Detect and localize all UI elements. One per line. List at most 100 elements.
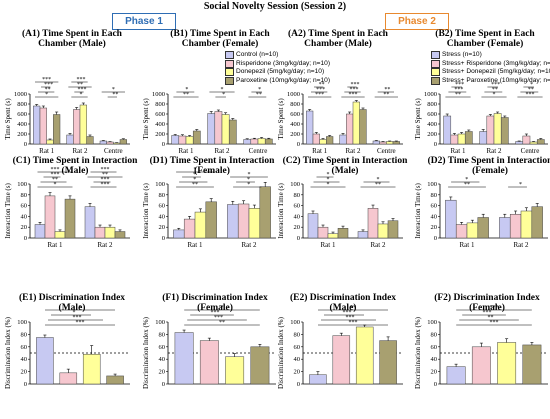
y-tick-label: 800 (290, 101, 300, 108)
legend-phase2-entry: Stress+ Paroxetine (10mg/kg/day; n=10) (431, 77, 550, 86)
y-axis-label: Discrimination Index (%) (142, 316, 150, 389)
bar (178, 135, 187, 145)
bar (33, 105, 41, 145)
y-tick-label: 20 (21, 369, 28, 376)
bar (34, 224, 46, 239)
phase1-label: Phase 1 (112, 13, 176, 30)
legend-phase1-entry: Donepezil (5mg/kg/day; n=10) (225, 68, 330, 77)
bar (471, 346, 491, 385)
y-tick-label: 100 (427, 319, 437, 326)
y-tick-label: 80 (294, 331, 301, 338)
significance-label: * (221, 87, 224, 93)
bar (171, 135, 180, 145)
significance-label: ** (192, 182, 198, 188)
chart-title-B2: (B2) Time Spent in Each (435, 28, 535, 39)
y-tick-label: 0 (297, 235, 300, 242)
y-axis-label: Interaction Time (s) (414, 183, 422, 239)
bar (194, 211, 207, 239)
chart-title-A1: (A1) Time Spent in Each (22, 28, 123, 39)
bar (119, 139, 127, 145)
bar (499, 217, 511, 239)
significance-label: *** (349, 320, 358, 326)
y-axis-label: Discrimination Index (%) (277, 316, 285, 389)
legend-swatch (431, 51, 440, 60)
category-label: Rat 1 (179, 147, 194, 155)
category-label: Rat 1 (460, 241, 475, 249)
y-tick-label: 20 (21, 224, 28, 231)
bar (183, 218, 196, 239)
y-tick-label: 40 (159, 213, 166, 220)
y-axis-label: Interaction Time (s) (142, 183, 150, 239)
legend-label: Stress+ Donepezil (5mg/kg/day; n=10) (442, 68, 550, 75)
legend-swatch (225, 51, 234, 60)
bar (99, 140, 107, 145)
bar (486, 115, 495, 145)
significance-label: ** (455, 92, 461, 98)
y-tick-label: 600 (290, 111, 300, 118)
y-tick-label: 200 (17, 131, 27, 138)
bar (225, 356, 245, 385)
bar (352, 101, 360, 145)
legend-phase1-entry: Paroxetine (10mg/kg/day; n=10) (225, 77, 330, 86)
bar (326, 136, 334, 145)
chart-subtitle-E1: (Male) (59, 302, 86, 313)
chart-subtitle-D2: (Female) (472, 165, 508, 176)
y-tick-label: 40 (431, 356, 438, 363)
category-label: Centre (377, 147, 396, 155)
bar (307, 213, 319, 239)
significance-label: *** (214, 315, 223, 321)
bar (207, 113, 216, 145)
significance-label: *** (490, 305, 499, 311)
significance-label: *** (455, 82, 464, 88)
significance-label: ** (383, 92, 389, 98)
bar (264, 138, 273, 145)
y-tick-label: 100 (290, 181, 300, 188)
bar (46, 139, 54, 145)
legend-label: Stress (n=10) (442, 51, 482, 58)
significance-label: *** (51, 172, 60, 178)
significance-label: *** (77, 77, 86, 83)
bar (443, 115, 452, 145)
bar (520, 210, 533, 239)
y-tick-label: 40 (159, 356, 166, 363)
y-tick-label: 20 (294, 369, 301, 376)
significance-label: *** (483, 310, 492, 316)
legend-swatch (431, 68, 440, 77)
category-label: Rat 2 (215, 147, 230, 155)
bar (54, 231, 66, 239)
y-tick-label: 100 (155, 319, 165, 326)
bar (53, 114, 61, 145)
significance-label: *** (526, 92, 535, 98)
chart-subtitle-A2: Chamber (Male) (304, 38, 372, 49)
significance-label: * (519, 182, 522, 188)
significance-label: *** (42, 77, 51, 83)
chart-title-A2: (A2) Time Spent in Each (288, 28, 389, 39)
y-tick-label: 0 (297, 141, 300, 148)
chart-title-F2: (F2) Discrimination Index (434, 292, 540, 303)
y-tick-label: 600 (427, 111, 437, 118)
y-tick-label: 1000 (152, 91, 165, 98)
significance-label: ** (52, 177, 58, 183)
category-label: Rat 1 (188, 241, 203, 249)
bar (214, 111, 223, 145)
legend-label: Control (n=10) (236, 51, 279, 58)
chart-title-E2: (E2) Discrimination Index (290, 292, 396, 303)
bar (64, 198, 76, 239)
y-tick-label: 60 (294, 203, 301, 210)
bar (357, 231, 369, 239)
y-tick-label: 1000 (287, 91, 300, 98)
category-label: Rat 2 (346, 147, 361, 155)
significance-label: *** (350, 87, 359, 93)
chart-subtitle-F2: (Female) (469, 302, 505, 313)
y-axis-label: Time Spent (s) (142, 98, 150, 140)
bar (44, 195, 56, 239)
bar (86, 136, 94, 145)
significance-label: ** (350, 305, 356, 311)
significance-label: * (80, 92, 83, 98)
y-tick-label: 400 (17, 121, 27, 128)
phase2-label: Phase 2 (385, 13, 449, 30)
bar (522, 135, 531, 145)
bar (392, 141, 400, 145)
y-tick-label: 0 (434, 235, 437, 242)
